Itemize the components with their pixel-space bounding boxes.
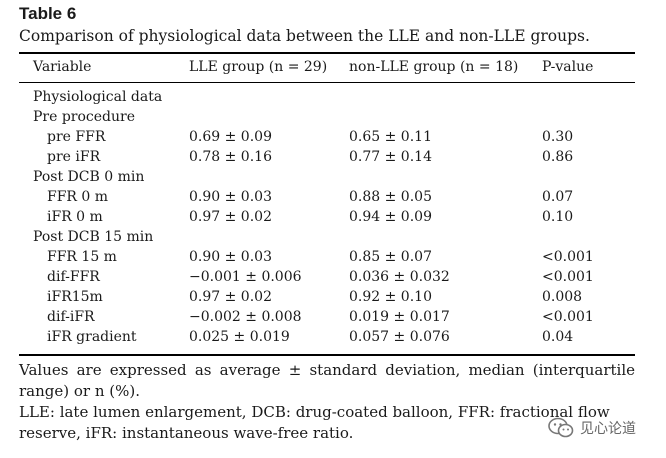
wechat-icon <box>548 417 574 439</box>
header-rule <box>19 82 635 83</box>
cell-non-lle-value: 0.036 ± 0.032 <box>349 269 450 285</box>
cell-variable: pre FFR <box>47 129 106 145</box>
cell-p-value: <0.001 <box>542 309 594 325</box>
cell-lle-value: 0.90 ± 0.03 <box>189 249 272 265</box>
header-non-lle-group: non-LLE group (n = 18) <box>349 59 519 75</box>
cell-variable: FFR 0 m <box>47 189 109 205</box>
header-variable: Variable <box>33 59 92 75</box>
cell-lle-value: 0.97 ± 0.02 <box>189 209 272 225</box>
cell-non-lle-value: 0.94 ± 0.09 <box>349 209 432 225</box>
cell-variable: Physiological data <box>33 89 163 105</box>
cell-lle-value: −0.001 ± 0.006 <box>189 269 302 285</box>
cell-p-value: 0.008 <box>542 289 583 305</box>
cell-non-lle-value: 0.92 ± 0.10 <box>349 289 432 305</box>
watermark-text: 见心论道 <box>580 421 636 437</box>
note-values: Values are expressed as average ± standa… <box>19 361 635 400</box>
table-notes: Values are expressed as average ± standa… <box>19 360 635 444</box>
cell-lle-value: 0.90 ± 0.03 <box>189 189 272 205</box>
cell-p-value: <0.001 <box>542 249 594 265</box>
cell-non-lle-value: 0.77 ± 0.14 <box>349 149 432 165</box>
cell-lle-value: 0.025 ± 0.019 <box>189 329 290 345</box>
table-label: Table 6 <box>19 4 77 23</box>
cell-variable: iFR gradient <box>47 329 137 345</box>
cell-p-value: 0.07 <box>542 189 574 205</box>
cell-lle-value: 0.69 ± 0.09 <box>189 129 272 145</box>
cell-variable: Post DCB 0 min <box>33 169 145 185</box>
cell-variable: Post DCB 15 min <box>33 229 154 245</box>
cell-lle-value: 0.97 ± 0.02 <box>189 289 272 305</box>
header-p-value: P-value <box>542 59 594 75</box>
header-lle-group: LLE group (n = 29) <box>189 59 328 75</box>
cell-variable: Pre procedure <box>33 109 136 125</box>
note-abbreviations: LLE: late lumen enlargement, DCB: drug-c… <box>19 403 610 442</box>
cell-p-value: 0.10 <box>542 209 574 225</box>
cell-p-value: <0.001 <box>542 269 594 285</box>
cell-lle-value: −0.002 ± 0.008 <box>189 309 302 325</box>
cell-non-lle-value: 0.65 ± 0.11 <box>349 129 432 145</box>
cell-non-lle-value: 0.057 ± 0.076 <box>349 329 450 345</box>
table-caption: Comparison of physiological data between… <box>19 27 590 45</box>
cell-non-lle-value: 0.019 ± 0.017 <box>349 309 450 325</box>
cell-variable: dif-FFR <box>47 269 100 285</box>
cell-variable: dif-iFR <box>47 309 95 325</box>
cell-variable: FFR 15 m <box>47 249 117 265</box>
cell-variable: iFR15m <box>47 289 103 305</box>
cell-p-value: 0.04 <box>542 329 574 345</box>
cell-non-lle-value: 0.88 ± 0.05 <box>349 189 432 205</box>
cell-variable: iFR 0 m <box>47 209 103 225</box>
cell-p-value: 0.86 <box>542 149 574 165</box>
top-rule <box>19 52 635 54</box>
cell-p-value: 0.30 <box>542 129 574 145</box>
cell-lle-value: 0.78 ± 0.16 <box>189 149 272 165</box>
cell-variable: pre iFR <box>47 149 101 165</box>
bottom-rule <box>19 354 635 356</box>
watermark: 见心论道 <box>548 417 636 439</box>
cell-non-lle-value: 0.85 ± 0.07 <box>349 249 432 265</box>
